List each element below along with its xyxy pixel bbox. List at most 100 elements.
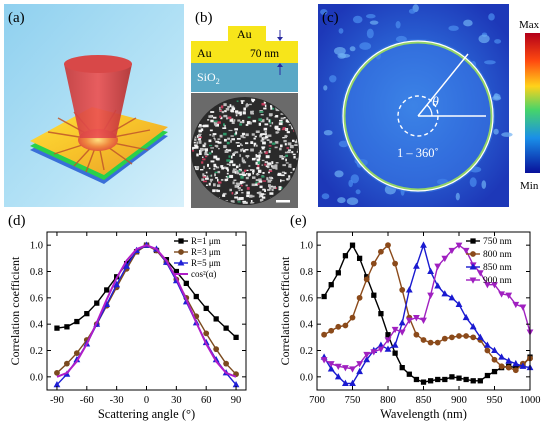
sem-particle	[245, 173, 248, 175]
scale-bar	[276, 200, 290, 203]
sem-particle	[235, 142, 240, 144]
sem-particle	[210, 111, 215, 113]
sem-particle	[195, 145, 199, 149]
sem-particle	[238, 170, 241, 173]
sem-particle	[205, 177, 209, 180]
y-tick-label: 0.2	[300, 346, 313, 357]
sem-particle	[292, 168, 297, 171]
sem-particle	[208, 182, 211, 186]
sem-particle	[270, 105, 273, 108]
x-tick-label: 900	[451, 395, 467, 406]
data-point	[349, 366, 356, 373]
sem-particle	[278, 122, 283, 126]
sem-particle	[235, 131, 238, 135]
x-tick-label: 800	[380, 395, 396, 406]
sem-particle	[226, 163, 231, 165]
sem-particle	[268, 150, 271, 153]
sem-particle	[274, 141, 279, 144]
sem-particle	[222, 192, 227, 195]
sem-particle	[192, 150, 195, 152]
sem-particle	[196, 153, 199, 157]
sem-particle	[214, 144, 218, 147]
data-point	[413, 262, 420, 269]
sem-particle	[259, 185, 263, 189]
incident-beam	[64, 64, 132, 138]
sem-particle	[230, 135, 234, 137]
sem-particle	[252, 110, 254, 112]
sem-particle	[245, 106, 248, 108]
sem-particle	[192, 146, 196, 149]
sem-particle	[287, 149, 291, 151]
sem-particle	[271, 142, 276, 145]
sem-particle	[266, 117, 269, 121]
sem-particle	[217, 138, 221, 140]
speckle-spot	[348, 179, 354, 188]
sem-particle	[217, 141, 222, 144]
panel-a-label: (a)	[8, 10, 25, 26]
data-point	[442, 376, 448, 383]
data-point	[456, 375, 462, 381]
sem-particle	[259, 134, 262, 138]
data-point	[370, 260, 377, 267]
sem-particle	[207, 163, 209, 167]
sem-particle	[269, 192, 274, 195]
sem-particle	[263, 127, 268, 131]
sem-particle	[250, 202, 255, 204]
sem-particle	[262, 172, 265, 174]
sem-particle	[199, 138, 201, 140]
sem-particle	[199, 149, 201, 153]
sem-particle	[242, 202, 247, 204]
sem-particle	[274, 164, 278, 167]
sem-particle	[294, 140, 298, 144]
y-axis-label: Correlation coefficient	[8, 256, 22, 365]
data-point	[469, 323, 477, 330]
sem-particle	[258, 180, 263, 183]
data-point	[448, 294, 456, 301]
sem-particle	[202, 158, 206, 161]
sem-particle	[278, 186, 282, 188]
sem-particle	[242, 111, 246, 115]
sem-particle	[238, 197, 242, 200]
sem-particle	[280, 179, 285, 182]
speckle-spot	[481, 180, 487, 189]
sem-particle	[263, 101, 266, 104]
sem-particle	[253, 137, 256, 140]
sem-particle	[198, 136, 202, 139]
speckle-spot	[338, 28, 344, 34]
sem-particle	[285, 158, 287, 162]
sem-particle	[208, 167, 211, 170]
sem-particle	[236, 171, 240, 175]
sem-particle	[286, 178, 288, 181]
sem-particle	[296, 158, 298, 161]
sem-particle	[246, 103, 248, 106]
sem-particle	[212, 189, 216, 193]
data-point	[178, 238, 184, 244]
sem-particle	[229, 119, 233, 122]
sem-particle	[258, 152, 263, 154]
sem-particle	[228, 129, 233, 132]
data-point	[74, 318, 80, 325]
sem-particle	[280, 113, 284, 115]
sem-particle	[269, 148, 272, 150]
sem-particle	[261, 175, 265, 178]
sem-particle	[288, 165, 292, 168]
sem-particle	[259, 150, 262, 153]
sem-particle	[202, 173, 205, 177]
sem-particle	[265, 165, 269, 168]
sem-particle	[204, 124, 209, 128]
sem-particle	[227, 105, 230, 108]
colorbar-min: Min	[520, 180, 539, 192]
sem-particle	[236, 170, 239, 173]
sem-particle	[225, 148, 228, 151]
sem-particle	[247, 121, 250, 125]
sem-particle	[220, 105, 224, 109]
sem-particle	[202, 156, 204, 158]
sem-particle	[240, 148, 243, 152]
sem-particle	[261, 146, 266, 148]
sem-particle	[241, 192, 244, 194]
sem-particle	[269, 140, 273, 144]
data-point	[476, 333, 484, 340]
data-point	[356, 255, 363, 261]
data-point	[406, 371, 412, 377]
